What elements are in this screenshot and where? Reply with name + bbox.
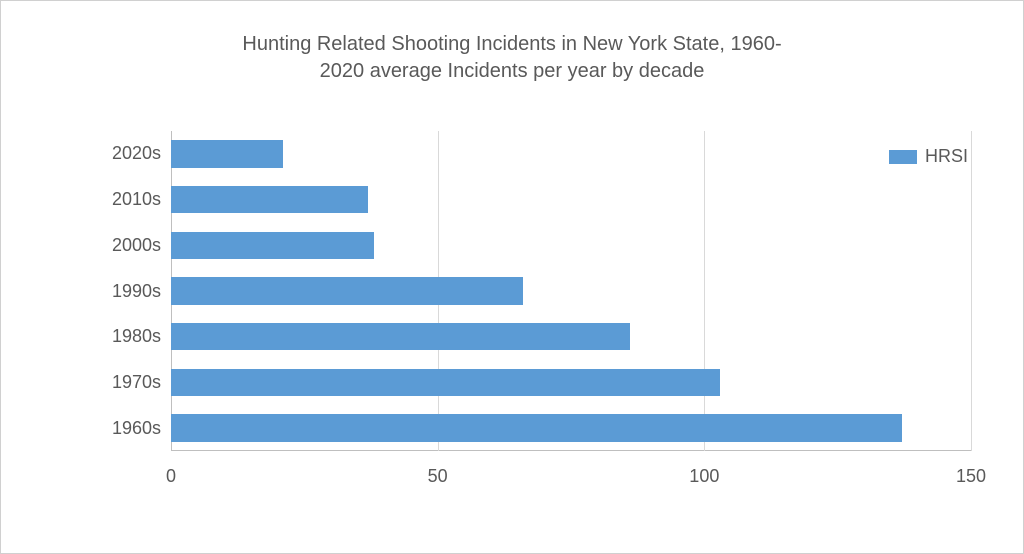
y-axis-label: 1970s — [81, 372, 161, 393]
y-axis-label: 2010s — [81, 189, 161, 210]
y-axis-label: 1990s — [81, 281, 161, 302]
bar-row: 1960s — [171, 405, 971, 451]
x-axis-label: 150 — [956, 466, 986, 487]
bar — [171, 369, 720, 396]
x-axis-label: 50 — [428, 466, 448, 487]
bar-row: 1980s — [171, 314, 971, 360]
bar — [171, 140, 283, 167]
chart-title-line2: 2020 average Incidents per year by decad… — [1, 58, 1023, 85]
plot-area: 2020s2010s2000s1990s1980s1970s1960s 0501… — [171, 131, 971, 491]
bar-row: 1970s — [171, 360, 971, 406]
y-axis-label: 2000s — [81, 235, 161, 256]
bar — [171, 277, 523, 304]
bars-area: 2020s2010s2000s1990s1980s1970s1960s — [171, 131, 971, 451]
y-axis-label: 1980s — [81, 326, 161, 347]
bar-row: 1990s — [171, 268, 971, 314]
bar-row: 2010s — [171, 177, 971, 223]
x-axis-labels: 050100150 — [171, 461, 971, 491]
bar-row: 2000s — [171, 222, 971, 268]
chart-title: Hunting Related Shooting Incidents in Ne… — [1, 31, 1023, 85]
x-axis-label: 0 — [166, 466, 176, 487]
legend-swatch — [889, 150, 917, 164]
grid-line — [971, 131, 972, 451]
chart-container: Hunting Related Shooting Incidents in Ne… — [0, 0, 1024, 554]
bar — [171, 323, 630, 350]
y-axis-label: 1960s — [81, 418, 161, 439]
y-axis-label: 2020s — [81, 143, 161, 164]
legend-label: HRSI — [925, 146, 968, 167]
bar — [171, 414, 902, 441]
bar — [171, 186, 368, 213]
bar-row: 2020s — [171, 131, 971, 177]
x-axis-label: 100 — [689, 466, 719, 487]
bar — [171, 232, 374, 259]
chart-title-line1: Hunting Related Shooting Incidents in Ne… — [1, 31, 1023, 58]
legend: HRSI — [889, 146, 968, 167]
